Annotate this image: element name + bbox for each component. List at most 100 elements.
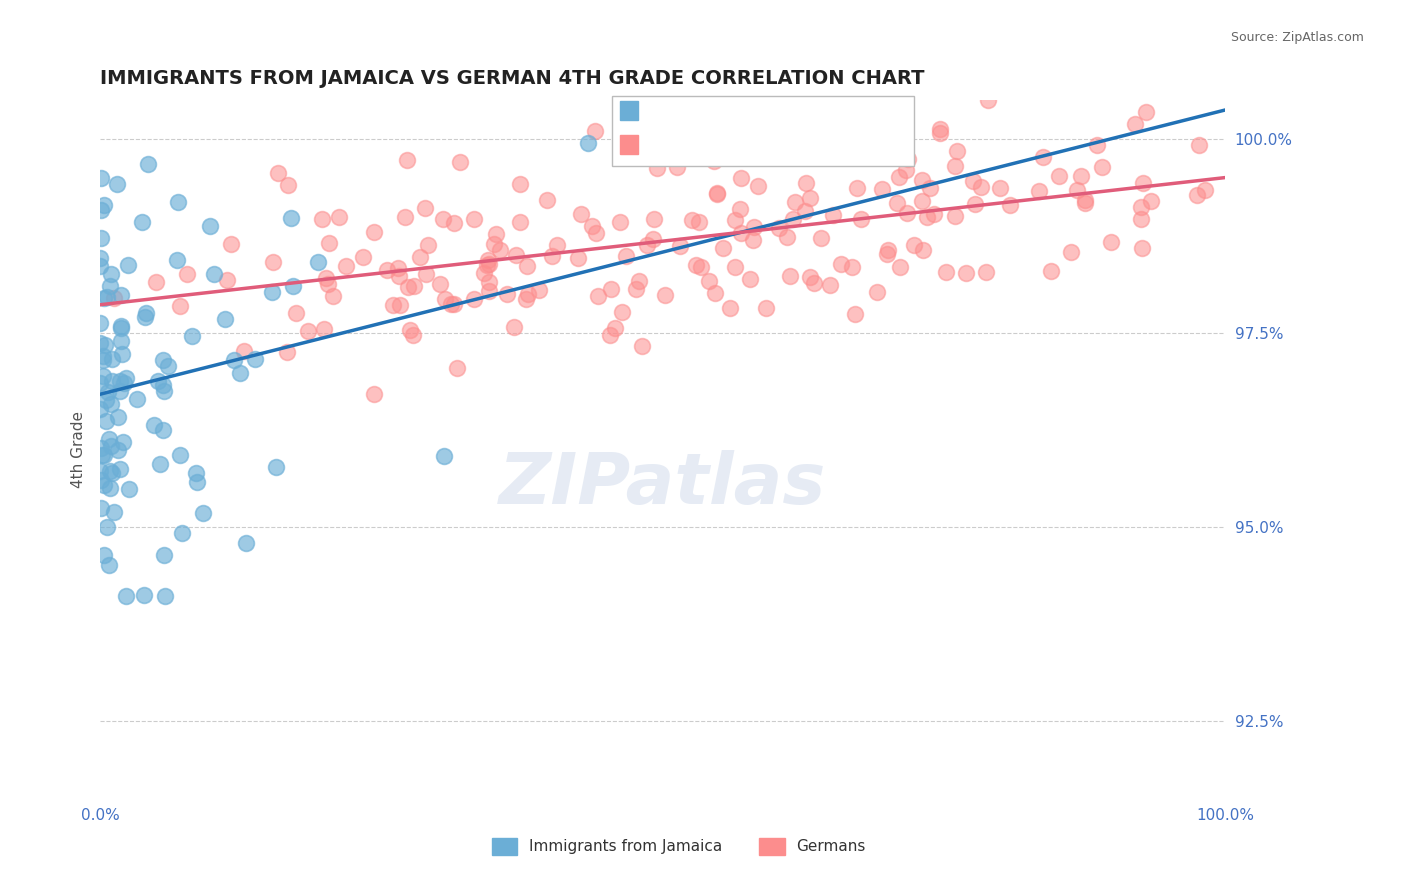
Text: R = 0.776   N = 188: R = 0.776 N = 188 xyxy=(647,134,828,152)
Point xyxy=(96,520,118,534)
Point xyxy=(928,122,950,136)
Point xyxy=(198,219,221,234)
Point xyxy=(110,287,132,301)
Point xyxy=(96,385,118,400)
Point xyxy=(922,207,945,221)
Point xyxy=(115,371,138,385)
Point xyxy=(794,204,817,219)
Point xyxy=(841,260,863,275)
Point xyxy=(1135,105,1157,120)
Point xyxy=(170,526,193,541)
Point xyxy=(496,287,519,301)
Point xyxy=(943,209,966,223)
Point xyxy=(799,191,821,205)
Point xyxy=(962,174,984,188)
Point xyxy=(889,260,911,274)
Point xyxy=(977,93,1000,107)
Point xyxy=(377,262,399,277)
Point xyxy=(1074,196,1097,211)
Point xyxy=(388,268,411,283)
Point xyxy=(100,439,122,453)
Point xyxy=(810,231,832,245)
Point xyxy=(186,475,208,489)
Point xyxy=(1000,198,1022,212)
Point xyxy=(472,266,495,280)
Point xyxy=(502,319,524,334)
Point xyxy=(630,339,652,353)
Point xyxy=(516,286,538,301)
Point xyxy=(718,301,741,315)
Point xyxy=(101,466,124,480)
Point xyxy=(443,297,465,311)
Point xyxy=(449,155,471,169)
Point xyxy=(90,441,112,455)
Point xyxy=(1028,184,1050,198)
Point xyxy=(541,249,564,263)
Point xyxy=(704,285,727,300)
Point xyxy=(478,257,501,271)
Point xyxy=(1132,176,1154,190)
Point xyxy=(1125,117,1147,131)
Point xyxy=(688,215,710,229)
Point xyxy=(706,186,728,200)
Point xyxy=(167,194,190,209)
Point xyxy=(1194,183,1216,197)
Point xyxy=(889,169,911,184)
Point xyxy=(877,243,900,257)
Point xyxy=(643,232,665,246)
Point xyxy=(335,259,357,273)
Point xyxy=(446,361,468,376)
Point xyxy=(93,448,115,462)
Point xyxy=(307,255,329,269)
Point xyxy=(911,244,934,258)
Point xyxy=(489,243,512,257)
Point xyxy=(89,316,111,330)
Point xyxy=(148,374,170,388)
Point xyxy=(90,501,112,516)
Point xyxy=(101,352,124,367)
Point xyxy=(219,236,242,251)
Point xyxy=(536,193,558,207)
Point xyxy=(97,558,120,573)
Point xyxy=(835,150,858,164)
Point xyxy=(94,414,117,428)
Point xyxy=(1091,160,1114,174)
Point xyxy=(1085,137,1108,152)
Point xyxy=(157,359,180,373)
Point xyxy=(176,267,198,281)
Point xyxy=(152,378,174,392)
Point xyxy=(935,265,957,279)
Point xyxy=(624,282,647,296)
Point xyxy=(911,194,934,208)
Point xyxy=(107,442,129,457)
Point xyxy=(1066,183,1088,197)
Point xyxy=(152,423,174,437)
Point xyxy=(316,277,339,291)
Point xyxy=(1040,264,1063,278)
Text: R = 0.357   N =  95: R = 0.357 N = 95 xyxy=(647,100,824,118)
Point xyxy=(876,246,898,260)
Point xyxy=(440,296,463,310)
Point xyxy=(803,276,825,290)
Point xyxy=(169,299,191,313)
Point xyxy=(100,267,122,281)
Text: ZIPatlas: ZIPatlas xyxy=(499,450,827,519)
Point xyxy=(136,157,159,171)
Point xyxy=(264,459,287,474)
Point xyxy=(636,238,658,252)
Point xyxy=(103,291,125,305)
Point xyxy=(870,182,893,196)
Point xyxy=(93,292,115,306)
Point xyxy=(91,353,114,368)
Point xyxy=(418,238,440,252)
Point xyxy=(110,321,132,335)
Point xyxy=(755,301,778,315)
Point xyxy=(318,235,340,250)
Point xyxy=(402,279,425,293)
Point xyxy=(706,187,728,202)
Point xyxy=(477,253,499,268)
Point xyxy=(965,197,987,211)
Point xyxy=(103,505,125,519)
Point xyxy=(1060,245,1083,260)
Point xyxy=(166,253,188,268)
